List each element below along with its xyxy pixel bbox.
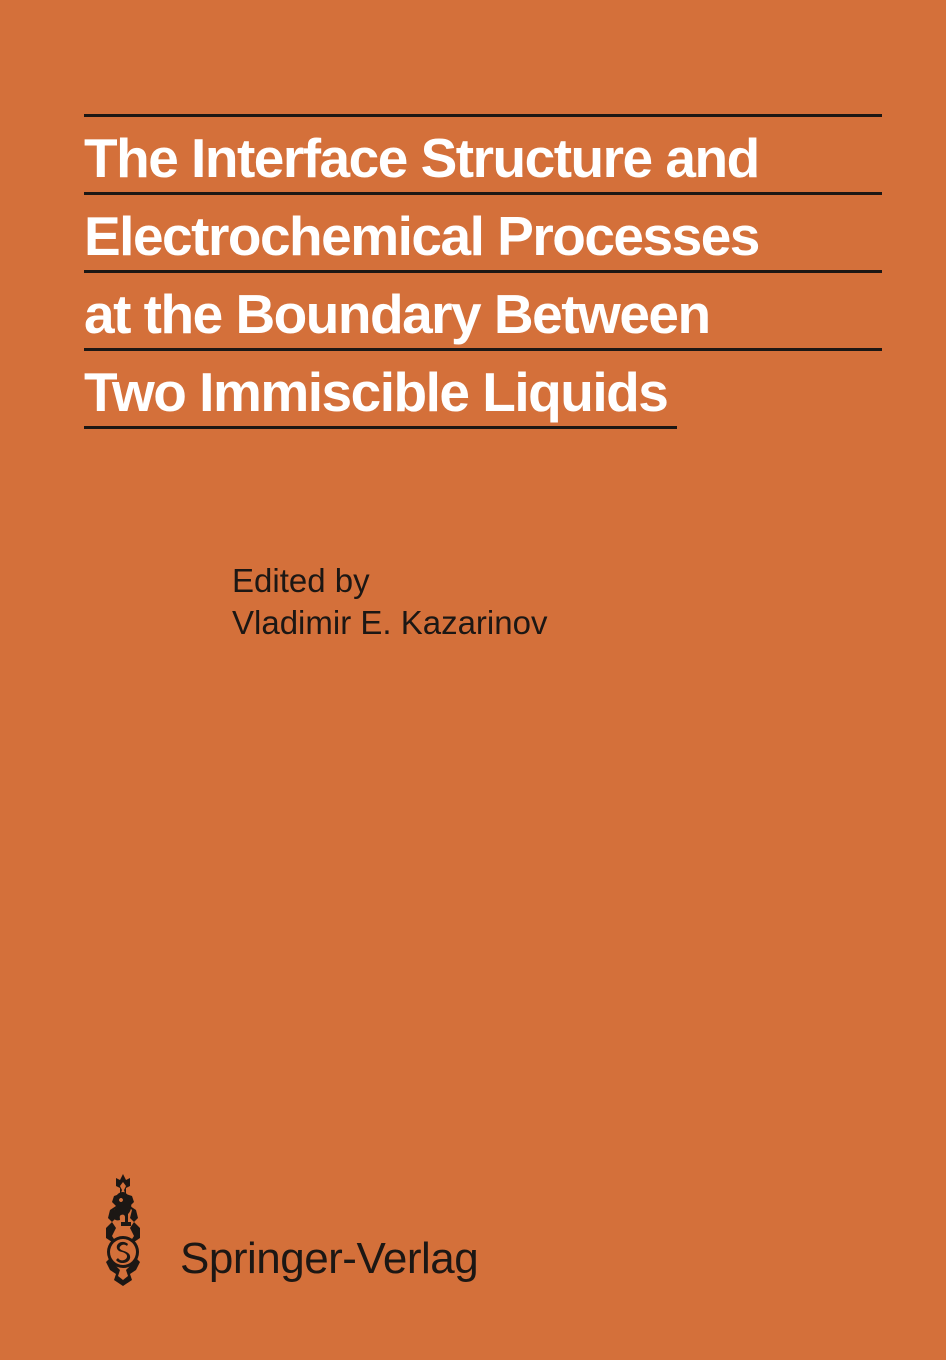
title-line-1: The Interface Structure and — [84, 117, 882, 192]
title-line-3-wrap: at the Boundary Between — [84, 270, 882, 351]
title-line-3: at the Boundary Between — [84, 273, 882, 348]
publisher-block: Springer-Verlag — [86, 1174, 478, 1286]
title-block: The Interface Structure and Electrochemi… — [84, 114, 882, 426]
editor-block: Edited by Vladimir E. Kazarinov — [232, 560, 547, 644]
editor-label: Edited by — [232, 560, 547, 602]
title-line-1-wrap: The Interface Structure and — [84, 114, 882, 195]
title-line-2: Electrochemical Processes — [84, 195, 882, 270]
title-line-2-wrap: Electrochemical Processes — [84, 192, 882, 273]
title-line-4: Two Immiscible Liquids — [84, 351, 667, 426]
title-line-4-wrap: Two Immiscible Liquids — [84, 348, 677, 429]
publisher-name: Springer-Verlag — [180, 1234, 478, 1286]
book-cover: The Interface Structure and Electrochemi… — [0, 0, 946, 1360]
editor-name: Vladimir E. Kazarinov — [232, 602, 547, 644]
springer-logo-icon — [86, 1174, 160, 1286]
